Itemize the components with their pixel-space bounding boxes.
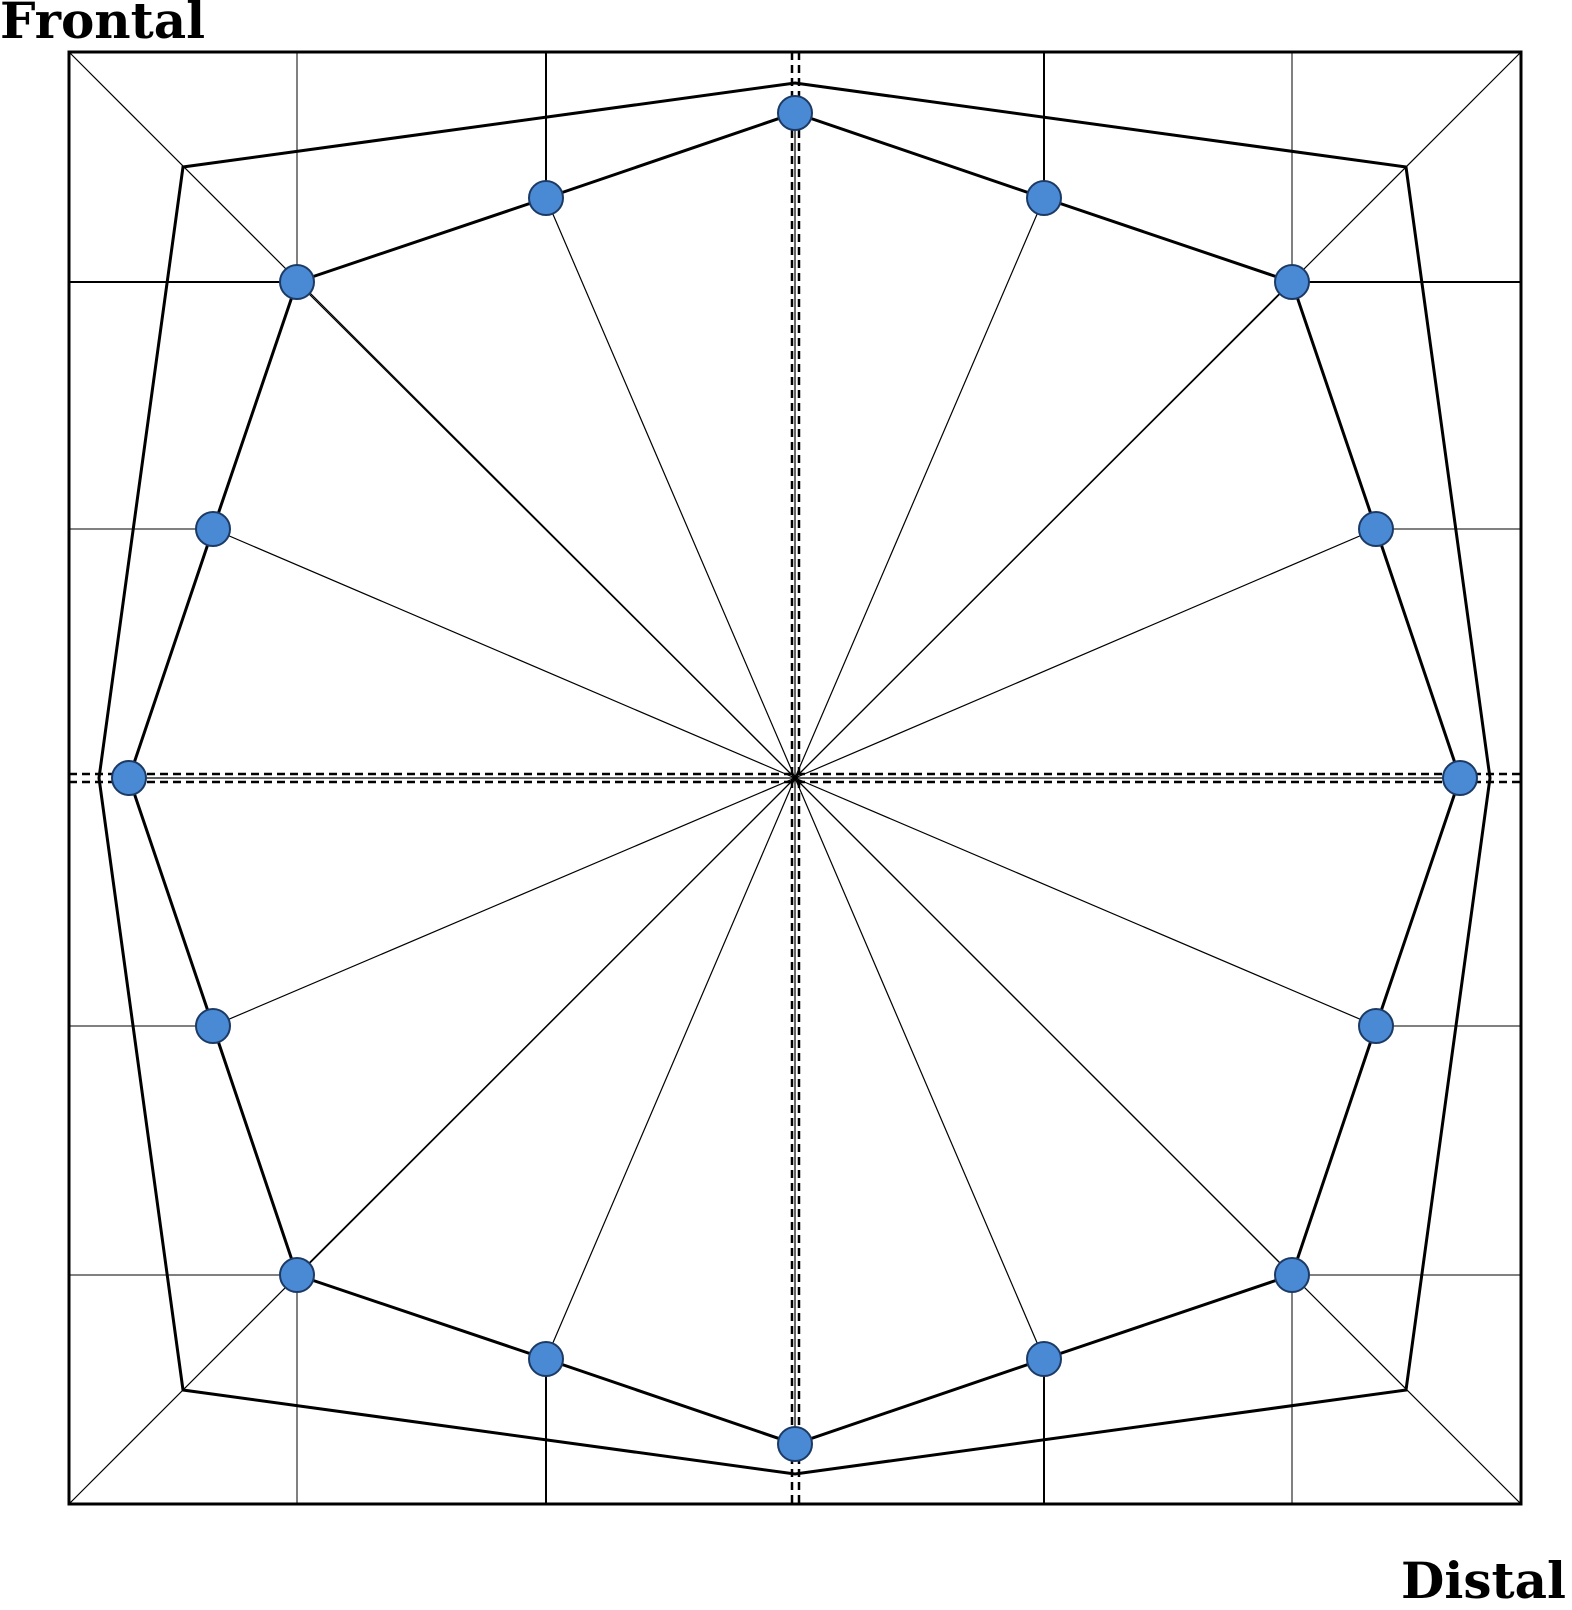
vertex-node xyxy=(1026,180,1062,216)
spoke-line xyxy=(545,777,796,1360)
vertex-node xyxy=(1358,1008,1394,1044)
vertex-node xyxy=(195,1008,231,1044)
vertex-node xyxy=(111,760,147,796)
spoke-line xyxy=(212,528,796,779)
vertex-node xyxy=(777,1426,813,1462)
vertex-nodes xyxy=(111,95,1478,1462)
vertex-node xyxy=(1026,1341,1062,1377)
vertex-node xyxy=(528,1341,564,1377)
vertex-node xyxy=(528,180,564,216)
outer-octagon xyxy=(97,81,1492,1476)
spoke-line xyxy=(794,777,1293,1276)
vertex-node xyxy=(195,511,231,547)
vertex-node xyxy=(1358,511,1394,547)
vertex-node xyxy=(279,1257,315,1293)
spoke-line xyxy=(296,281,796,779)
vertex-node xyxy=(777,95,813,131)
center-axes-dashed xyxy=(69,52,1521,1504)
spoke-line xyxy=(794,197,1045,779)
spoke-line xyxy=(545,197,796,779)
square-frame xyxy=(67,50,1523,1506)
crease-pattern-diagram xyxy=(67,50,1523,1506)
vertex-node xyxy=(1274,264,1310,300)
vertex-node xyxy=(1442,760,1478,796)
spoke-line xyxy=(794,777,1377,1027)
spoke-line xyxy=(794,528,1377,779)
spoke-line xyxy=(212,777,796,1027)
grid-lines xyxy=(69,52,1521,1504)
vertex-node xyxy=(1274,1257,1310,1293)
vertex-node xyxy=(279,264,315,300)
spoke-line xyxy=(794,777,1045,1360)
spoke-line xyxy=(794,281,1293,779)
radial-spokes xyxy=(129,113,1460,1444)
spoke-line xyxy=(296,777,796,1276)
distal-label: Distal xyxy=(1401,1551,1566,1610)
frontal-label: Frontal xyxy=(0,0,206,50)
